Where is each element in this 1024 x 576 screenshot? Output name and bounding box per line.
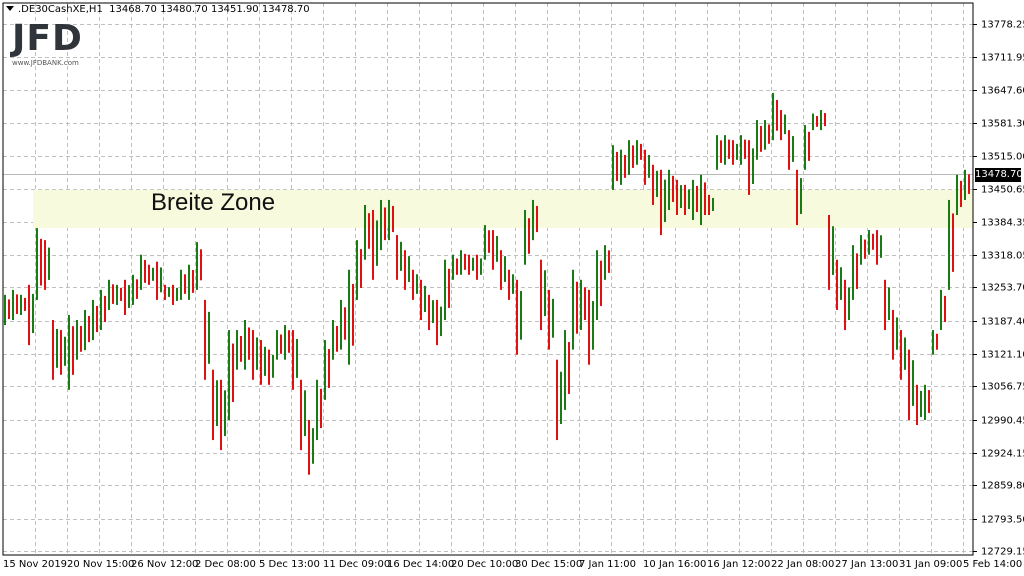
x-tick-label: 11 Dec 09:00 bbox=[323, 559, 391, 570]
grid bbox=[3, 3, 973, 555]
y-tick-label: 13384.35 bbox=[981, 217, 1024, 228]
chart-header: .DE30CashXE,H1 13468.70 13480.70 13451.9… bbox=[6, 4, 310, 15]
current-price-label: 13478.70 bbox=[975, 168, 1023, 182]
y-tick-label: 12990.45 bbox=[981, 415, 1024, 426]
x-tick-label: 5 Feb 14:00 bbox=[963, 559, 1023, 570]
x-tick-label: 27 Jan 13:00 bbox=[835, 559, 899, 570]
y-tick-label: 13647.60 bbox=[981, 85, 1024, 96]
x-tick-label: 5 Dec 13:00 bbox=[259, 559, 320, 570]
x-tick-label: 22 Jan 08:00 bbox=[771, 559, 835, 570]
symbol-label: .DE30CashXE,H1 bbox=[18, 4, 103, 15]
y-tick-label: 13056.75 bbox=[981, 381, 1024, 392]
y-tick-label: 13515.00 bbox=[981, 151, 1024, 162]
x-tick-label: 20 Nov 15:00 bbox=[67, 559, 135, 570]
y-tick-label: 12729.15 bbox=[981, 546, 1024, 557]
y-tick-label: 13778.25 bbox=[981, 19, 1024, 30]
x-tick-label: 20 Dec 10:00 bbox=[451, 559, 519, 570]
y-tick-label: 12859.80 bbox=[981, 480, 1024, 491]
x-tick-label: 26 Nov 12:00 bbox=[131, 559, 199, 570]
y-tick-label: 12793.50 bbox=[981, 514, 1024, 525]
x-tick-label: 2 Dec 08:00 bbox=[195, 559, 256, 570]
y-tick-label: 13253.70 bbox=[981, 282, 1024, 293]
y-tick-label: 13187.40 bbox=[981, 316, 1024, 327]
y-tick-label: 12924.15 bbox=[981, 448, 1024, 459]
dropdown-triangle-icon[interactable] bbox=[6, 6, 14, 11]
y-tick-label: 13121.10 bbox=[981, 349, 1024, 360]
jfd-logo: JFD www.JFDBANK.com bbox=[12, 18, 83, 68]
breite-zone-highlight bbox=[33, 189, 973, 229]
y-axis-ticks bbox=[973, 24, 977, 552]
x-tick-label: 15 Nov 2019 bbox=[3, 559, 68, 570]
x-tick-label: 10 Jan 16:00 bbox=[643, 559, 707, 570]
y-tick-label: 13450.65 bbox=[981, 184, 1024, 195]
x-tick-label: 7 Jan 11:00 bbox=[579, 559, 636, 570]
zone-label: Breite Zone bbox=[151, 189, 276, 216]
y-tick-label: 13711.95 bbox=[981, 52, 1024, 63]
logo-text: JFD bbox=[12, 18, 83, 59]
x-tick-label: 31 Jan 09:00 bbox=[899, 559, 963, 570]
ohlc-values: 13468.70 13480.70 13451.90 13478.70 bbox=[109, 4, 310, 15]
y-tick-label: 13581.30 bbox=[981, 118, 1024, 129]
chart-frame bbox=[2, 2, 974, 556]
y-tick-label: 13318.05 bbox=[981, 250, 1024, 261]
price-bars bbox=[4, 92, 970, 475]
x-tick-label: 16 Jan 12:00 bbox=[707, 559, 771, 570]
logo-url: www.JFDBANK.com bbox=[12, 59, 79, 67]
x-tick-label: 16 Dec 14:00 bbox=[387, 559, 455, 570]
x-tick-label: 30 Dec 15:00 bbox=[515, 559, 583, 570]
